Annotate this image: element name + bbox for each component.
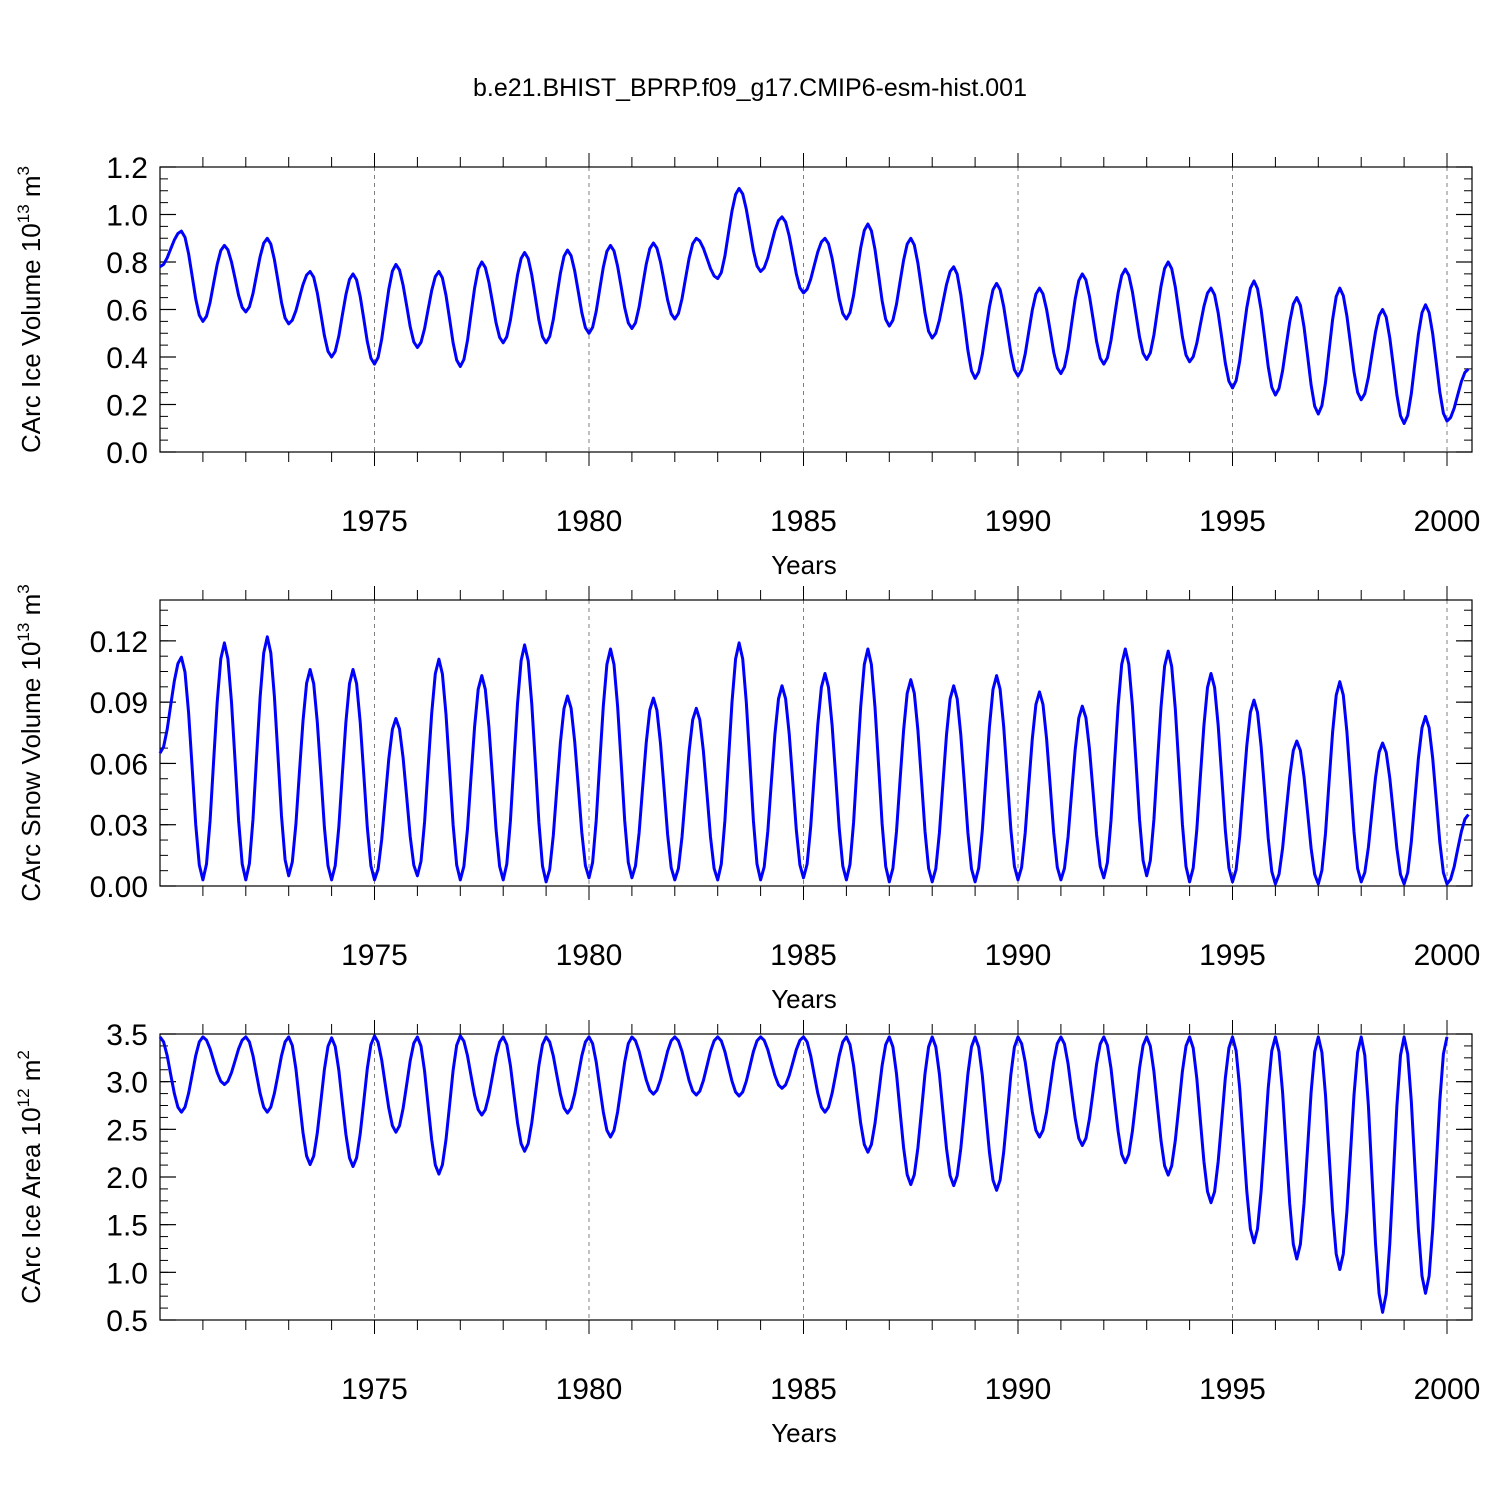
y-axis-label-text: CArc Ice Volume 10 [16, 223, 46, 453]
x-axis-label: Years [771, 984, 837, 1014]
x-tick-label: 1995 [1199, 939, 1266, 972]
x-tick-label: 1975 [341, 1373, 408, 1406]
y-axis-label-text: m [16, 594, 46, 623]
x-tick-label: 1975 [341, 939, 408, 972]
series-line-carc-ice-area [158, 1034, 1449, 1314]
x-tick-label: 1985 [770, 505, 837, 538]
y-tick-label: 0.12 [90, 626, 148, 659]
series-line-carc-ice-volume [159, 186, 1470, 425]
y-tick-label: 0.0 [106, 437, 148, 470]
y-tick-label: 1.5 [106, 1210, 148, 1243]
series-line-carc-snow-volume [158, 635, 1470, 886]
y-axis-label-exponent: 13 [14, 204, 33, 223]
x-tick-label: 1990 [985, 505, 1052, 538]
x-tick-label: 1990 [985, 939, 1052, 972]
x-axis-label: Years [771, 550, 837, 580]
y-tick-label: 1.2 [106, 152, 148, 185]
x-tick-label: 1985 [770, 1373, 837, 1406]
y-tick-label: 3.0 [106, 1067, 148, 1100]
y-tick-label: 3.5 [106, 1019, 148, 1052]
x-tick-label: 1975 [341, 505, 408, 538]
y-axis-label-text: CArc Ice Area 10 [16, 1107, 46, 1304]
x-tick-label: 2000 [1414, 505, 1481, 538]
panel-1: 0.0 0.2 0.4 0.6 0.8 1.0 1.2 1975 1980 1985 1990 199… [14, 152, 1480, 580]
x-tick-label: 2000 [1414, 1373, 1481, 1406]
y-tick-label: 0.2 [106, 390, 148, 423]
y-tick-label: 1.0 [106, 1257, 148, 1290]
y-tick-label: 0.09 [90, 687, 148, 720]
plot-frame [159, 599, 1473, 887]
x-tick-label: 1980 [556, 1373, 623, 1406]
y-axis-label: CArc Ice Area 1012 m2 [14, 1050, 46, 1304]
y-axis-label-exponent: 12 [14, 1088, 33, 1107]
y-axis-label-exponent: 3 [14, 166, 33, 175]
y-tick-label: 0.8 [106, 247, 148, 280]
y-axis-label-text: m [16, 175, 46, 204]
y-tick-label: 0.00 [90, 871, 148, 904]
plot-frame [159, 1033, 1473, 1321]
plot-frame [159, 166, 1473, 453]
y-tick-label: 1.0 [106, 200, 148, 233]
y-axis-label-exponent: 3 [14, 584, 33, 593]
y-tick-label: 0.4 [106, 342, 148, 375]
x-tick-label: 1995 [1199, 1373, 1266, 1406]
y-tick-label: 0.06 [90, 748, 148, 781]
y-axis-label-exponent: 2 [14, 1050, 33, 1059]
panel-2: 0.00 0.03 0.06 0.09 0.12 1975 1980 1985 1990 1995… [14, 584, 1480, 1014]
y-tick-label: 2.0 [106, 1162, 148, 1195]
y-tick-label: 0.03 [90, 810, 148, 843]
y-axis-label-text: m [16, 1060, 46, 1089]
x-tick-label: 1990 [985, 1373, 1052, 1406]
panel-3: 0.5 1.0 1.5 2.0 2.5 3.0 3.5 1975 1980 1985 1990 199… [14, 1019, 1480, 1448]
x-axis-label: Years [771, 1418, 837, 1448]
y-tick-label: 0.5 [106, 1305, 148, 1338]
x-tick-label: 1985 [770, 939, 837, 972]
y-tick-label: 2.5 [106, 1114, 148, 1147]
y-axis-label-exponent: 13 [14, 623, 33, 642]
y-axis-label: CArc Ice Volume 1013 m3 [14, 166, 46, 453]
x-tick-label: 1995 [1199, 505, 1266, 538]
x-tick-label: 2000 [1414, 939, 1481, 972]
x-tick-label: 1980 [556, 505, 623, 538]
y-axis-label-text: CArc Snow Volume 10 [16, 642, 46, 902]
y-axis-label: CArc Snow Volume 1013 m3 [14, 584, 46, 901]
figure-title: b.e21.BHIST_BPRP.f09_g17.CMIP6-esm-hist.… [473, 74, 1027, 102]
y-tick-label: 0.6 [106, 295, 148, 328]
x-tick-label: 1980 [556, 939, 623, 972]
